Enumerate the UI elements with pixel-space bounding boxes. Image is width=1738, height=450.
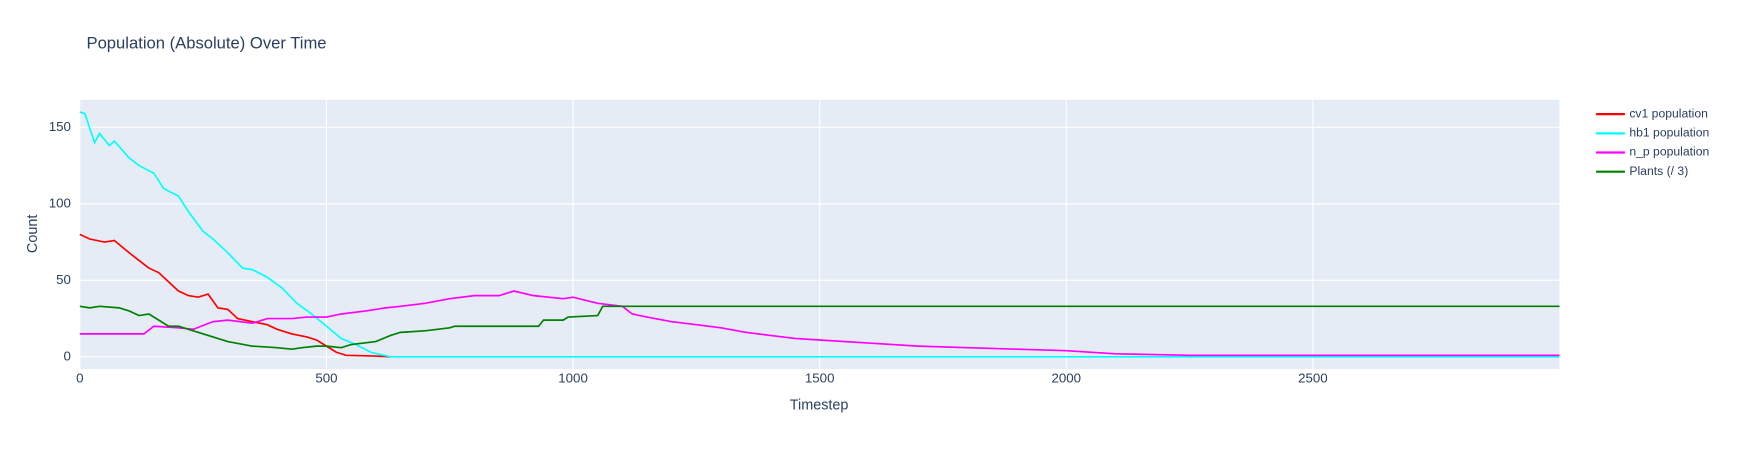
y-tick-label: 50 bbox=[56, 272, 71, 287]
y-axis-label: Count bbox=[25, 215, 41, 253]
legend-label: hb1 population bbox=[1629, 126, 1709, 140]
legend: cv1 population hb1 population n_p populati… bbox=[1596, 106, 1709, 178]
x-tick-label: 1500 bbox=[805, 371, 835, 386]
series-line bbox=[79, 233, 391, 358]
legend-label: n_p population bbox=[1629, 145, 1709, 159]
series-line bbox=[79, 111, 1560, 358]
y-tick-label: 100 bbox=[49, 195, 71, 210]
x-axis-label: Timestep bbox=[790, 397, 849, 413]
lines bbox=[79, 111, 1560, 358]
y-tick-label: 150 bbox=[49, 119, 71, 134]
series-line bbox=[79, 290, 1560, 357]
legend-label: cv1 population bbox=[1629, 106, 1708, 120]
x-tick-label: 2500 bbox=[1298, 371, 1328, 386]
x-tick-label: 0 bbox=[76, 371, 83, 386]
chart-title: Population (Absolute) Over Time bbox=[86, 34, 326, 53]
x-tick-label: 1000 bbox=[558, 371, 588, 386]
x-tick-label: 2000 bbox=[1051, 371, 1081, 386]
y-tick-label: 0 bbox=[64, 348, 71, 363]
legend-label: Plants (/ 3) bbox=[1629, 164, 1688, 178]
series-line bbox=[79, 305, 1560, 351]
x-tick-label: 500 bbox=[315, 371, 337, 386]
